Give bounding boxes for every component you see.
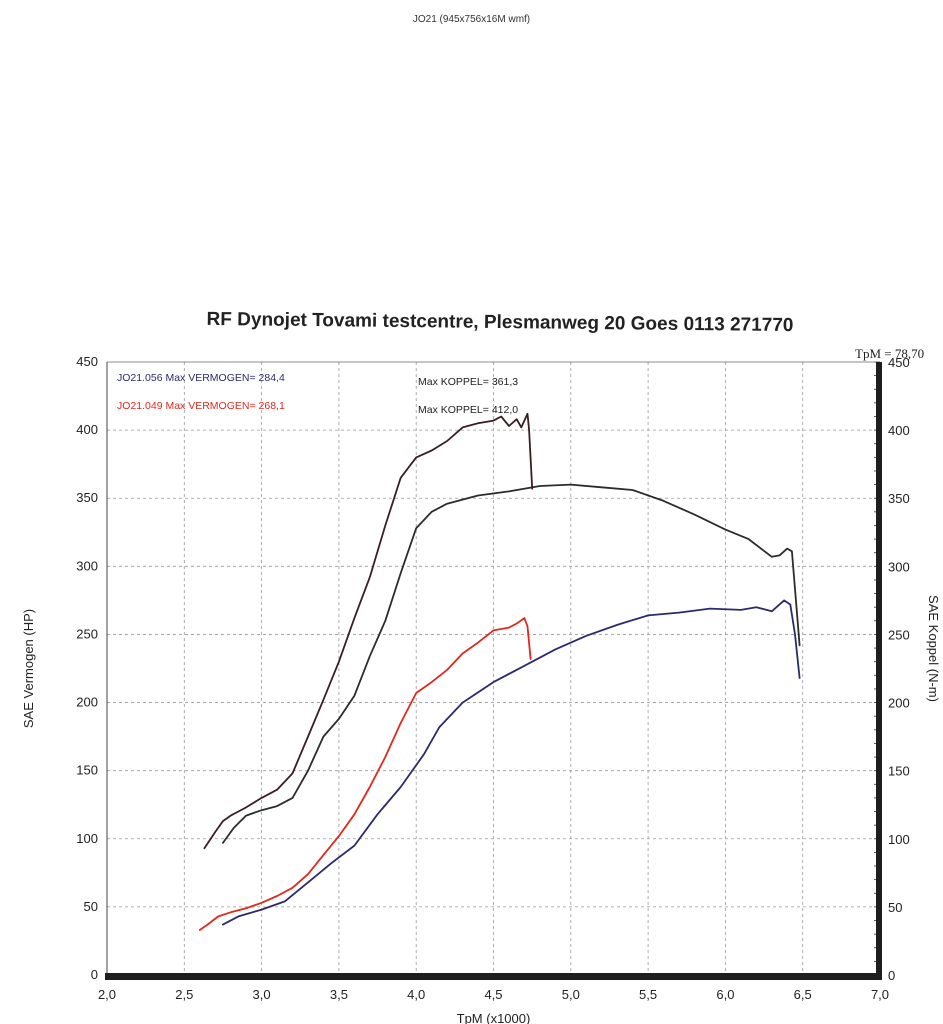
bottom-axis-bar — [105, 973, 882, 980]
y-left-tick-label: 350 — [76, 490, 98, 505]
y-right-tick-label: 400 — [888, 423, 910, 438]
y-axis-left-label: SAE Vermogen (HP) — [21, 609, 36, 728]
series-line-vermogen_056 — [222, 599, 801, 926]
y-left-tick-label: 50 — [84, 899, 98, 914]
y-left-tick-label: 100 — [76, 831, 98, 846]
tick-labels: 2,0 2,5 3,0 3,5 4,0 4,5 5,0 5,5 6,0 6,5 7,0 0 50 100 1… — [76, 354, 909, 1002]
y-left-tick-label: 250 — [76, 626, 98, 641]
y-right-tick-label: 300 — [888, 559, 910, 574]
x-tick-label: 3,0 — [253, 987, 271, 1002]
x-tick-label: 5,0 — [562, 987, 580, 1002]
tpm-note: TpM = 78,70 — [855, 346, 925, 361]
series-line-koppel_049 — [203, 412, 534, 850]
legend-entry: JO21.056 Max VERMOGEN= 284,4 — [117, 372, 285, 384]
y-right-tick-label: 450 — [888, 355, 910, 370]
x-tick-label: 5,5 — [639, 987, 657, 1002]
right-axis-bar — [876, 362, 882, 980]
legend-entry: Max KOPPEL= 412,0 — [418, 404, 518, 416]
y-left-tick-label: 450 — [76, 354, 98, 369]
y-right-tick-label: 200 — [888, 696, 910, 711]
legend: JO21.056 Max VERMOGEN= 284,4 JO21.049 Max… — [117, 372, 518, 416]
x-tick-label: 4,5 — [484, 987, 502, 1002]
plot-frame — [105, 361, 882, 980]
y-left-tick-label: 200 — [76, 695, 98, 710]
file-header-note: JO21 (945x756x16M wmf) — [412, 14, 531, 25]
y-left-tick-label: 400 — [76, 422, 98, 437]
legend-entry: JO21.049 Max VERMOGEN= 268,1 — [117, 400, 285, 412]
series-line-koppel_056 — [222, 483, 801, 844]
y-left-tick-label: 150 — [76, 763, 98, 778]
y-right-tick-label: 100 — [888, 832, 910, 847]
y-left-tick-label: 300 — [76, 558, 98, 573]
x-tick-label: 2,0 — [98, 987, 116, 1002]
y-axis-right-label: SAE Koppel (N-m) — [926, 595, 941, 702]
x-tick-label: 6,0 — [716, 987, 734, 1002]
grid-layer — [107, 362, 880, 975]
series-layer — [198, 412, 801, 931]
x-tick-label: 4,0 — [407, 987, 425, 1002]
x-tick-label: 3,5 — [330, 987, 348, 1002]
y-right-tick-label: 150 — [888, 764, 910, 779]
y-left-tick-label: 0 — [91, 967, 98, 982]
x-tick-label: 6,5 — [794, 987, 812, 1002]
x-tick-label: 7,0 — [871, 987, 889, 1002]
x-tick-label: 2,5 — [175, 987, 193, 1002]
y-right-tick-label: 350 — [888, 491, 910, 506]
x-axis-label: TpM (x1000) — [457, 1011, 531, 1024]
series-line-vermogen_049 — [198, 617, 532, 931]
y-right-tick-label: 250 — [888, 627, 910, 642]
y-right-tick-label: 50 — [888, 900, 902, 915]
y-right-tick-label: 0 — [888, 968, 895, 983]
legend-entry: Max KOPPEL= 361,3 — [418, 376, 518, 388]
